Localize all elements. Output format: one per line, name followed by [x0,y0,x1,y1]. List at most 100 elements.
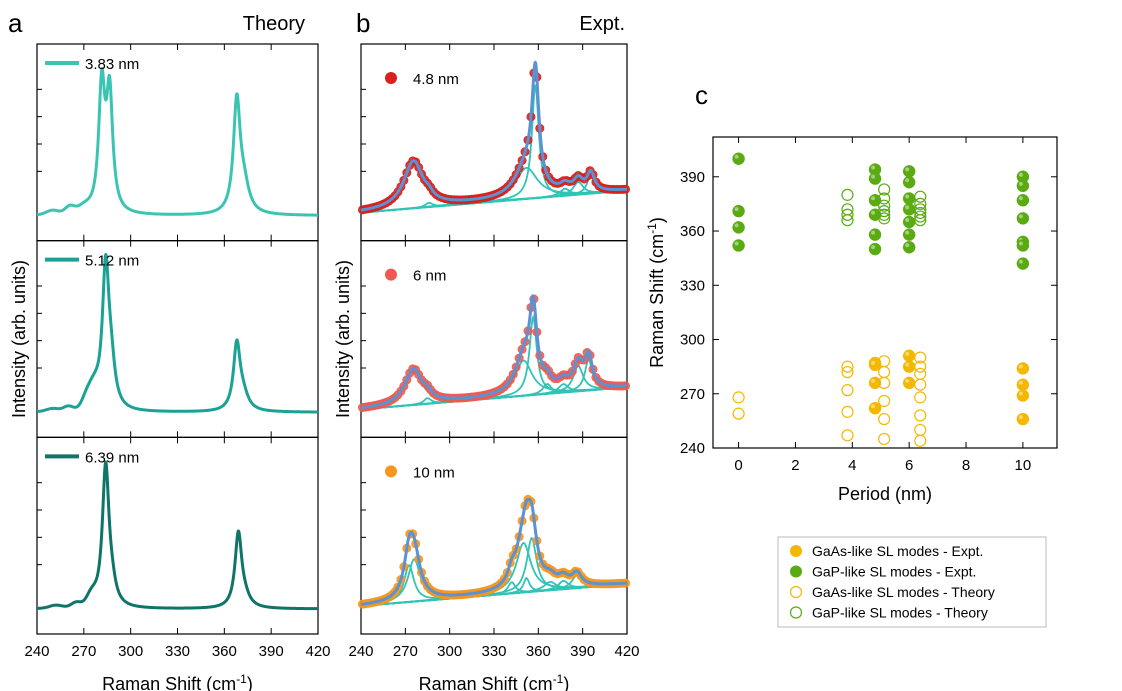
data-point [914,190,927,203]
legend-label: 6 nm [413,268,446,285]
x-tick-label: 8 [962,457,970,474]
data-point [878,183,891,196]
series-gaas-like-sl-modes-theory [732,351,927,447]
legend-marker [385,72,397,84]
data-point-highlight [1018,259,1023,264]
data-point [868,208,882,221]
series-gap-like-sl-modes-theory [841,183,927,227]
fit-component-line [360,358,628,411]
subpanel-1: 4.8 nm [357,43,631,242]
data-point [902,349,916,363]
legend-label: 3.83 nm [85,56,139,73]
data-point [841,208,854,221]
data-point [914,360,927,373]
data-point [902,360,916,373]
panel-b-experimental-spectra: 4.8 nm 6 nm 10 nm 240 270 300 330 360 390 420 Rama… [333,43,640,691]
subpanel-frame [36,436,319,635]
data-point-highlight [734,154,739,159]
legend-label: 10 nm [413,464,455,481]
data-point [914,197,927,210]
y-axis-label: Intensity (arb. units) [9,260,29,418]
data-point-highlight [1018,196,1023,201]
data-point [902,165,916,178]
subpanel-2: 6 nm [357,240,631,438]
theory-spectrum-line [35,253,320,414]
x-tick-label: 360 [526,643,551,660]
x-tick-label: 360 [212,643,237,660]
data-point-highlight [905,243,910,248]
data-point [878,376,891,390]
data-point-highlight [734,241,739,246]
data-point-highlight [1018,214,1023,219]
x-tick-label: 420 [305,643,330,660]
data-point-highlight [1018,172,1023,177]
data-point [914,378,927,391]
data-point-highlight [905,362,910,367]
subpanel-1: 3.83 nm [35,43,320,242]
data-point [868,172,882,185]
data-point [1016,378,1030,391]
x-tick-label: 10 [1015,457,1032,474]
data-point [732,391,745,404]
data-point [868,194,882,207]
data-point [878,412,891,426]
data-point [1016,389,1030,402]
legend-label: GaP-like SL modes - Expt. [812,564,976,580]
subpanel-3: 10 nm [357,436,631,635]
data-point [868,358,882,372]
data-point [878,192,891,205]
data-point [841,360,854,373]
data-point [1016,412,1030,426]
data-point [732,221,745,234]
x-tick-label: 6 [905,457,913,474]
data-point-highlight [905,351,910,356]
x-tick-label: 270 [393,643,418,660]
data-point-highlight [1018,391,1023,396]
theory-spectrum-line [35,67,320,217]
panel-c-label: c [695,80,708,110]
legend-label: 6.39 nm [85,449,139,466]
panel-c-mode-positions: 0 2 4 6 8 10 240 270 300 330 360 390 Period (nm) Rama… [645,136,1058,628]
fit-component-line [360,174,628,214]
data-point-highlight [734,207,739,212]
panel-b-title: Expt. [579,13,625,35]
data-point [902,175,916,189]
data-point-highlight [871,230,876,235]
data-point-highlight [1018,380,1023,385]
legend-box [777,536,1047,628]
subpanel-frame [36,43,319,242]
data-point [878,199,891,212]
legend-marker [790,565,802,578]
data-point [868,401,882,415]
data-point [1016,212,1030,225]
y-tick-label: 360 [680,223,705,240]
x-tick-label: 2 [791,457,799,474]
series-gaas-like-sl-modes-expt- [868,349,1030,426]
data-point [732,204,745,218]
data-point-highlight [871,165,876,170]
data-point [914,434,927,447]
data-point-highlight [871,245,876,250]
data-point [878,365,891,379]
data-point-highlight [1018,241,1023,246]
data-point [902,192,916,205]
data-point [902,376,916,390]
data-point [878,212,891,225]
data-point-highlight [905,167,910,172]
data-point [914,206,927,220]
x-axis-label: Period (nm) [838,484,932,504]
data-point [1016,362,1030,375]
data-point [841,429,854,442]
x-tick-label: 420 [614,643,639,660]
data-point-highlight [905,230,910,235]
data-point-highlight [871,210,876,215]
y-tick-label: 330 [680,277,705,294]
data-point [1016,239,1030,252]
data-point [841,188,854,201]
data-point [868,242,882,256]
x-tick-label: 0 [734,457,742,474]
data-point-highlight [905,205,910,210]
x-tick-label: 4 [848,457,856,474]
x-axis-label: Raman Shift (cm-1) [102,672,253,691]
data-point [868,228,882,241]
